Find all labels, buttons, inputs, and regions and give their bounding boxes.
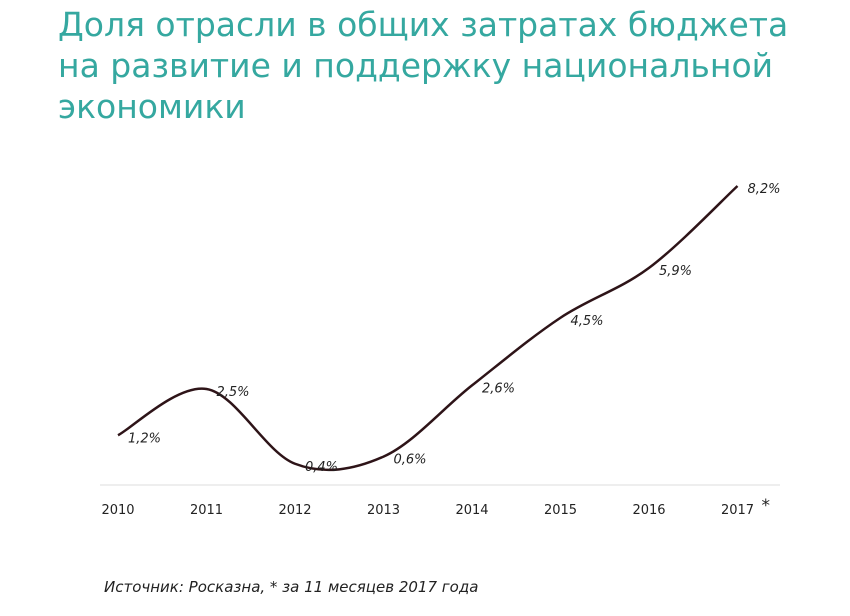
tick-label-2016: 2016 <box>632 503 665 518</box>
data-label-2013: 0,6% <box>394 453 427 468</box>
series-line <box>117 185 739 472</box>
tick-label-2013: 2013 <box>367 503 400 518</box>
source-note: Источник: Росказна, * за 11 месяцев 2017… <box>104 578 479 596</box>
tick-label-2014: 2014 <box>455 503 488 518</box>
data-label-2010: 1,2% <box>128 431 161 446</box>
data-point-2017 <box>736 184 740 188</box>
data-label-2016: 5,9% <box>659 264 692 279</box>
tick-label-2012: 2012 <box>278 503 311 518</box>
data-point-2015 <box>559 316 563 320</box>
data-label-2014: 2,6% <box>482 381 515 396</box>
tick-label-2011: 2011 <box>190 503 223 518</box>
x-axis: 2010 2011 2012 2013 2014 2015 2016 2017 * <box>101 496 770 518</box>
chart-title: Доля отрасли в общих затратах бюджета на… <box>58 5 789 126</box>
data-label-2015: 4,5% <box>571 314 604 329</box>
data-point-2013 <box>382 455 386 459</box>
data-point-2012 <box>293 462 297 466</box>
tick-label-2015: 2015 <box>544 503 577 518</box>
data-point-2010 <box>116 433 120 437</box>
data-point-2016 <box>647 266 651 270</box>
tick-footnote-mark: * <box>762 496 771 516</box>
tick-label-2017: 2017 <box>721 503 754 518</box>
series-layer <box>116 184 740 472</box>
data-label-2012: 0,4% <box>305 460 338 475</box>
data-label-layer: 1,2% 2,5% 0,4% 0,6% 2,6% 4,5% 5,9% 8,2% <box>128 182 781 475</box>
data-label-2011: 2,5% <box>217 385 250 400</box>
data-point-2011 <box>205 387 209 391</box>
tick-label-2010: 2010 <box>101 503 134 518</box>
data-point-2014 <box>470 383 474 387</box>
data-label-2017: 8,2% <box>748 182 781 197</box>
